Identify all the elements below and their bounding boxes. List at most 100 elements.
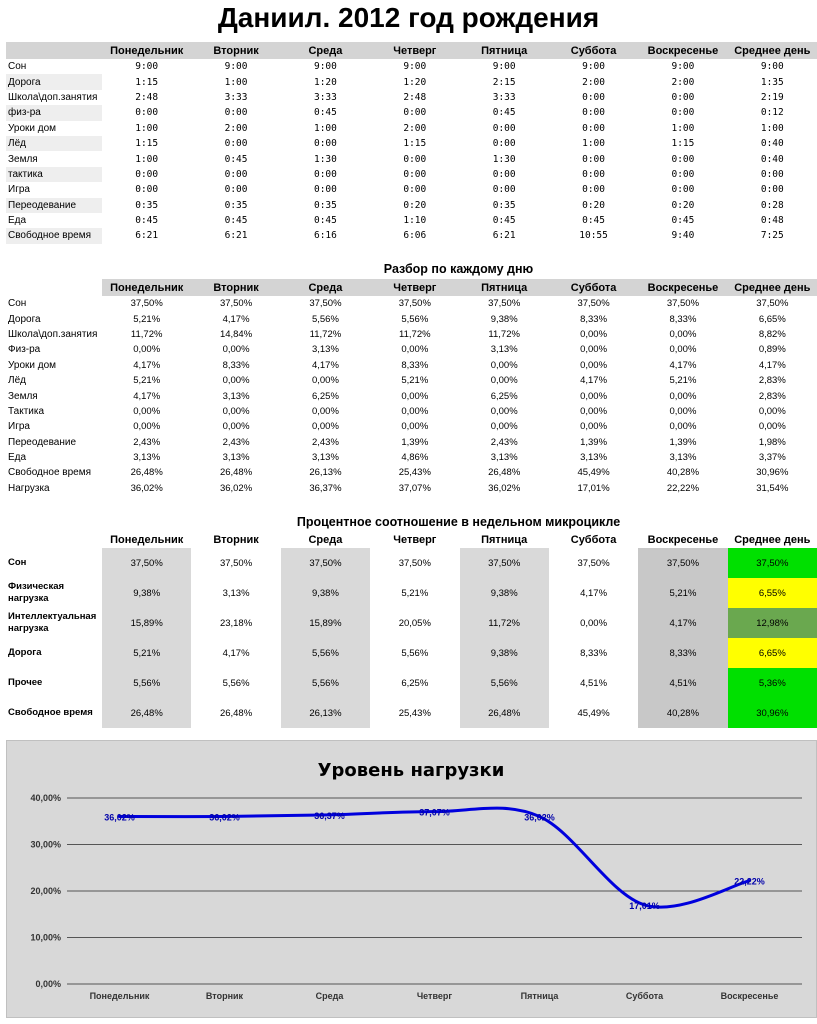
average-cell: 5,36% [727, 668, 817, 698]
percent-cell: 8,82% [758, 328, 786, 340]
row-label: Физ-ра [8, 344, 41, 356]
table-row: Еда 0:45 0:45 0:45 1:10 0:45 0:45 0:45 0:48 [6, 212, 817, 229]
percent-cell: 0,00% [669, 405, 697, 417]
time-cell: 6:16 [313, 230, 337, 242]
percent-cell: 37,50% [219, 298, 253, 310]
percent-cell: 3,13% [222, 390, 250, 402]
time-cell: 6:21 [135, 230, 159, 242]
row-label: Школа\доп.занятия [8, 328, 98, 340]
weekly-ratio-table: Понедельник Вторник Среда Четверг Пятница Суб… [6, 531, 817, 728]
time-cell: 0:00 [224, 138, 248, 150]
percent-cell: 1,98% [758, 436, 786, 448]
percent-cell: 25,43% [398, 707, 431, 719]
percent-cell: 3,37% [758, 452, 786, 464]
percent-cell: 6,65% [758, 313, 786, 325]
percent-cell: 8,33% [580, 313, 608, 325]
percent-cell: 0,00% [758, 405, 786, 417]
percent-cell: 30,96% [756, 467, 789, 479]
row-label: Дорога [6, 74, 102, 90]
percent-cell: 0,00% [490, 359, 518, 371]
day-header: Понедельник [102, 42, 192, 59]
data-label: 36,02% [524, 813, 555, 823]
percent-cell: 4,51% [580, 677, 608, 689]
table-row: физ-ра 0:00 0:00 0:45 0:00 0:45 0:00 0:00 0:12 [6, 105, 817, 121]
percent-cell: 0,00% [133, 421, 161, 433]
time-cell: 0:00 [671, 107, 695, 119]
table-row: Земля 4,17% 3,13% 6,25% 0,00% 6,25% 0,00% 0,00%… [6, 388, 817, 403]
table-row: Физ-ра 0,00% 0,00% 3,13% 0,00% 3,13% 0,00% 0,00… [6, 342, 817, 357]
time-cell: 9:40 [671, 230, 695, 242]
time-cell: 0:00 [671, 184, 695, 196]
time-cell: 1:00 [671, 122, 695, 134]
time-cell: 0:00 [224, 107, 248, 119]
row-label: Земля [6, 151, 102, 167]
percent-cell: 37,50% [398, 298, 431, 310]
time-cell: 1:00 [582, 138, 605, 150]
percent-cell: 4,17% [222, 647, 250, 659]
percent-cell: 0,00% [401, 421, 429, 433]
day-header: Пятница [459, 42, 549, 59]
time-cell: 0:00 [403, 184, 427, 196]
percent-cell: 0,00% [311, 405, 339, 417]
table-row: Дорога 5,21% 4,17% 5,56% 5,56% 9,38% 8,33% 8,33… [6, 638, 817, 668]
time-cell: 0:00 [671, 168, 695, 180]
percent-cell: 5,21% [669, 375, 697, 387]
time-cell: 0:40 [760, 153, 784, 165]
row-label: Переодевание [8, 436, 77, 448]
percent-cell: 11,72% [488, 328, 520, 340]
percent-cell: 3,13% [580, 452, 608, 464]
percent-cell: 5,56% [401, 647, 429, 659]
x-tick-label: Среда [316, 991, 345, 1001]
time-cell: 1:00 [135, 122, 159, 134]
percent-cell: 0,00% [580, 421, 608, 433]
percent-cell: 0,00% [490, 421, 518, 433]
data-point [223, 815, 226, 819]
time-cell: 0:48 [760, 215, 784, 227]
percent-cell: 23,18% [219, 617, 253, 629]
percent-cell: 20,05% [398, 617, 431, 629]
row-label: Дорога [8, 313, 41, 325]
time-cell: 9:00 [582, 61, 605, 73]
percent-cell: 26,48% [488, 467, 521, 479]
y-tick-label: 20,00% [30, 886, 61, 896]
percent-cell: 5,56% [311, 313, 339, 325]
table-row: Свободное время 26,48% 26,48% 26,13% 25,43% 2… [6, 698, 817, 728]
row-label: Еда [8, 452, 27, 464]
average-cell: 6,65% [727, 638, 817, 668]
row-label: Школа\доп.занятия [6, 89, 102, 106]
data-point [538, 815, 541, 819]
table-row: Интеллектуальная нагрузка 15,89% 23,18% 15,… [6, 608, 817, 638]
time-cell: 0:00 [582, 91, 605, 103]
percent-cell: 37,50% [488, 298, 521, 310]
time-cell: 0:00 [582, 168, 605, 180]
percent-cell: 37,50% [577, 298, 610, 310]
time-cell: 0:00 [135, 168, 159, 180]
average-cell: 12,98% [727, 608, 817, 638]
time-cell: 0:00 [403, 107, 427, 119]
time-cell: 1:00 [760, 122, 784, 134]
percent-cell: 4,86% [401, 452, 429, 464]
percent-cell: 36,02% [130, 482, 163, 494]
day-header: Суббота [570, 533, 617, 546]
table-row: Игра 0:00 0:00 0:00 0:00 0:00 0:00 0:00 0:00 [6, 182, 817, 198]
percent-cell: 5,21% [102, 638, 192, 668]
time-cell: 9:00 [492, 61, 516, 73]
percent-cell: 1,39% [669, 436, 697, 448]
day-header: Суббота [548, 279, 639, 296]
time-cell: 0:28 [760, 199, 784, 211]
time-cell: 0:20 [582, 199, 605, 211]
percent-cell: 37,50% [756, 298, 789, 310]
day-header: Воскресенье [638, 279, 728, 296]
percent-cell: 37,50% [219, 557, 253, 569]
percent-cell: 0,00% [222, 344, 250, 356]
time-cell: 2:48 [403, 91, 427, 103]
percent-cell: 17,01% [577, 482, 610, 494]
time-cell: 1:00 [313, 122, 337, 134]
y-tick-label: 0,00% [35, 979, 61, 989]
table-row: Школа\доп.занятия 2:48 3:33 3:33 2:48 3:33 0:0… [6, 89, 817, 106]
x-tick-label: Понедельник [90, 991, 150, 1001]
percent-cell: 0,00% [580, 617, 608, 629]
percent-cell: 8,33% [580, 647, 608, 659]
time-cell: 3:33 [492, 91, 516, 103]
time-cell: 0:00 [403, 168, 427, 180]
